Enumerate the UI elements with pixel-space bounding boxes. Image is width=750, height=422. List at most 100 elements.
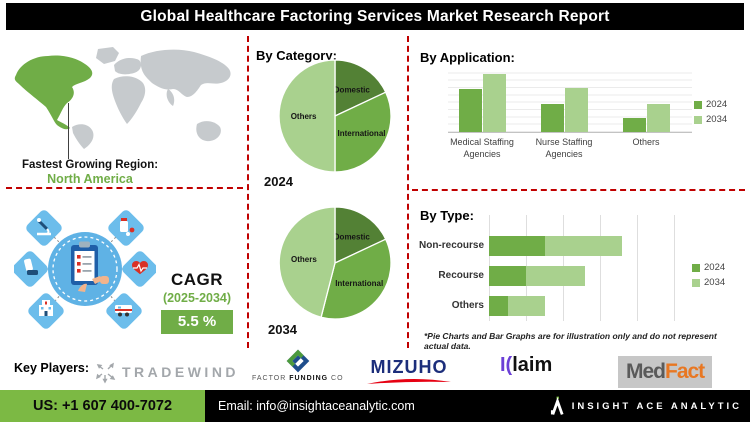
logo-tradewind: TRADEWIND <box>95 360 239 384</box>
type-category: Others <box>451 300 484 311</box>
application-bar-chart <box>448 66 692 133</box>
pie-slice-label: Domestic <box>334 86 371 95</box>
medicine-icon <box>120 218 135 236</box>
brand-name: INSIGHT ACE ANALYTIC <box>571 400 742 412</box>
mizuho-wordmark: MIZUHO <box>370 357 448 377</box>
category-section-title: By Category: <box>256 47 337 63</box>
pie-slice-label: International <box>337 129 385 138</box>
australia-landmass <box>196 121 221 142</box>
application-category: Others <box>632 137 660 147</box>
cagr-period: (2025-2034) <box>162 291 232 305</box>
klaim-k-mark: I( <box>500 354 513 376</box>
horizontal-divider-left <box>6 187 243 189</box>
legend-swatch-2034 <box>694 115 702 124</box>
world-map <box>14 47 231 149</box>
application-legend: 2024 2034 <box>694 99 727 125</box>
medfact-wordmark-fact: Fact <box>665 360 705 383</box>
pie-slice-label: International <box>335 279 383 288</box>
application-category: Medical Staffing Agencies <box>450 137 514 159</box>
bar-2034-0 <box>544 236 623 256</box>
logo-klaim: I(laim <box>500 354 552 377</box>
report-title-bar: Global Healthcare Factoring Services Mar… <box>6 3 744 30</box>
north-america-landmass-highlight <box>14 55 93 130</box>
legend-label-2024: 2024 <box>704 262 726 273</box>
type-legend: 2024 2034 <box>692 262 725 288</box>
fastest-region-value: North America <box>47 172 133 187</box>
application-category: Nurse Staffing Agencies <box>535 137 593 159</box>
tradewind-wordmark: TRADEWIND <box>122 364 240 380</box>
vertical-divider-right <box>407 36 409 348</box>
pie-slice-domestic <box>334 59 387 118</box>
asia-landmass <box>140 49 231 97</box>
microscope-icon <box>37 218 51 236</box>
logo-medfact: Med Fact <box>618 356 713 388</box>
logo-factor-funding: FACTOR FUNDING CO <box>252 349 344 382</box>
legend-swatch-2034 <box>692 278 700 287</box>
bar-2034-0 <box>483 73 506 132</box>
tradewind-arrows-icon <box>96 362 116 384</box>
bar-2024-0 <box>459 89 482 132</box>
ambulance-icon <box>115 305 132 317</box>
pie-chart-2024: Domestic International Others <box>278 59 392 173</box>
bar-2024-1 <box>489 266 526 286</box>
pie-caption-2024: 2024 <box>264 174 293 189</box>
insight-ace-logo-icon <box>550 396 564 415</box>
application-section-title: By Application: <box>420 49 515 65</box>
key-players-label: Key Players: <box>14 361 90 375</box>
hospital-icon <box>39 300 53 316</box>
type-bar-chart <box>489 215 675 321</box>
report-title: Global Healthcare Factoring Services Mar… <box>140 7 610 25</box>
type-section-title: By Type: <box>420 207 474 223</box>
healthcare-illustration <box>14 210 156 329</box>
bar-2034-1 <box>526 266 586 286</box>
cagr-value-badge: 5.5 % <box>161 310 233 334</box>
bar-2034-1 <box>565 87 588 132</box>
bar-2024-0 <box>489 236 545 256</box>
map-callout-line <box>68 103 69 159</box>
europe-landmass <box>114 57 142 75</box>
phone-number: US: +1 607 400-7072 <box>0 390 205 422</box>
mizuho-swoosh-icon <box>367 378 451 384</box>
legend-label-2034: 2034 <box>706 114 728 125</box>
factor-funding-diamond-icon <box>286 349 310 373</box>
medfact-wordmark-med: Med <box>626 360 666 383</box>
pie-slice-label: Others <box>291 255 317 264</box>
legend-label-2034: 2034 <box>704 277 726 288</box>
inhaler-icon <box>24 258 38 275</box>
pie-slice-label: Domestic <box>334 233 371 242</box>
legend-swatch-2024 <box>694 100 702 109</box>
bar-2024-1 <box>541 103 564 132</box>
heart-pulse-icon <box>132 261 148 275</box>
pie-slice-international <box>334 91 392 173</box>
pie-slice-label: Others <box>291 112 317 121</box>
logo-mizuho: MIZUHO <box>365 357 453 386</box>
factor-funding-wordmark: FACTOR FUNDING CO <box>252 375 344 382</box>
contact-footer: US: +1 607 400-7072 Email: info@insighta… <box>0 390 750 422</box>
horizontal-divider-right <box>412 189 745 191</box>
africa-landmass <box>111 76 146 124</box>
bar-2034-2 <box>507 296 545 316</box>
type-category: Non-recourse <box>418 240 484 251</box>
clipboard-checklist-icon <box>71 241 109 292</box>
application-category-labels: Medical Staffing Agencies Nurse Staffing… <box>448 137 692 165</box>
south-america-landmass <box>72 124 94 149</box>
pie-slice-others <box>278 206 336 318</box>
email-address: Email: info@insightaceanalytic.com <box>218 399 415 413</box>
klaim-wordmark: laim <box>512 354 553 376</box>
bar-2024-2 <box>623 118 646 132</box>
bar-2034-2 <box>647 103 670 132</box>
type-category: Recourse <box>438 270 484 281</box>
legend-label-2024: 2024 <box>706 99 728 110</box>
vertical-divider-left <box>247 36 249 348</box>
brand-block: INSIGHT ACE ANALYTIC <box>550 390 742 422</box>
cagr-label: CAGR <box>170 270 224 289</box>
pie-slice-others <box>278 59 336 173</box>
pie-chart-2034: Domestic International Others <box>278 206 392 320</box>
disclaimer-footnote: *Pie Charts and Bar Graphs are for illus… <box>424 331 717 351</box>
fastest-region-label: Fastest Growing Region: <box>21 159 159 171</box>
greenland-landmass <box>96 47 119 64</box>
pie-slice-domestic <box>334 206 387 265</box>
legend-swatch-2024 <box>692 263 700 272</box>
bar-2024-2 <box>489 296 508 316</box>
